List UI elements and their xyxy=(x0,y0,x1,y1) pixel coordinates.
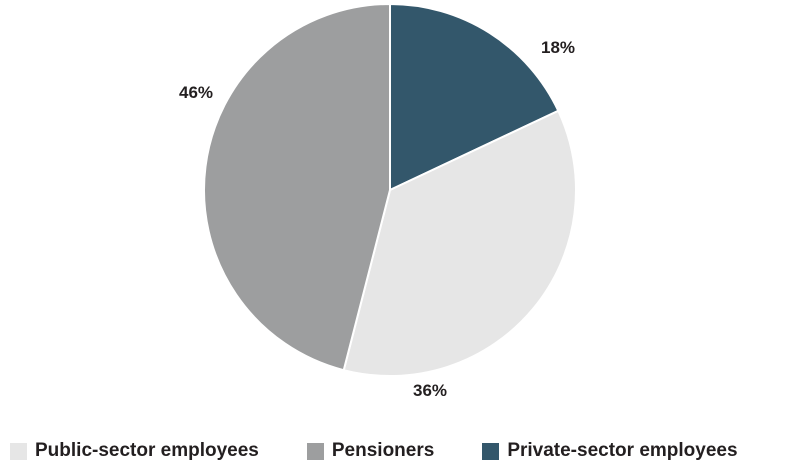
legend-label-private-sector: Private-sector employees xyxy=(507,440,738,461)
pie-chart: 18% 36% 46% xyxy=(179,2,577,400)
legend-item-private-sector: Private-sector employees xyxy=(482,440,738,462)
legend-swatch-private-sector xyxy=(482,442,500,460)
legend: Public-sector employees Pensioners Priva… xyxy=(10,437,791,465)
pie-slice-public-sector-employees xyxy=(342,109,577,377)
legend-item-pensioners: Pensioners xyxy=(306,440,435,462)
legend-label-public-sector: Public-sector employees xyxy=(35,440,259,461)
legend-item-public-sector: Public-sector employees xyxy=(10,440,259,462)
pie-slice-private-sector-employees xyxy=(389,2,560,192)
legend-swatch-public-sector xyxy=(10,442,27,460)
data-label-public-sector-employees: 36% xyxy=(413,381,447,400)
data-label-private-sector-employees: 18% xyxy=(541,38,575,57)
pie-slice-pensioners xyxy=(203,2,391,372)
pie-data-labels: 18% 36% 46% xyxy=(179,38,575,400)
data-label-pensioners: 46% xyxy=(179,83,213,102)
legend-label-pensioners: Pensioners xyxy=(331,440,435,461)
pie-slices xyxy=(203,2,577,377)
legend-swatch-pensioners xyxy=(306,442,324,460)
